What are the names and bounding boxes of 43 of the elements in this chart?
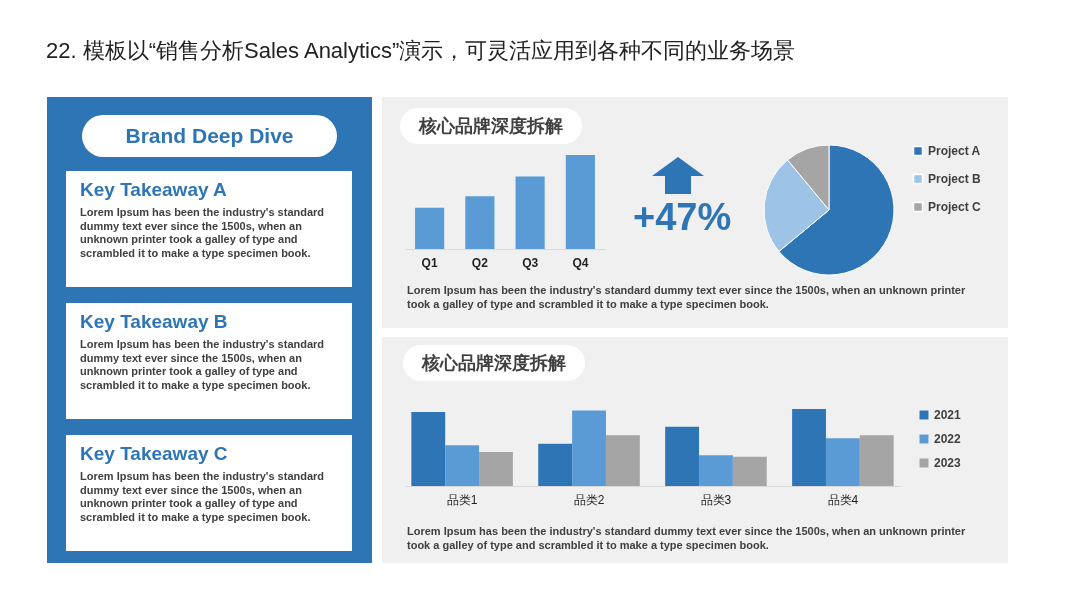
- text: Key Takeaway B: [80, 311, 229, 333]
- bar: [415, 207, 445, 249]
- text: Brand Deep Dive: [82, 115, 337, 157]
- legend-label: Project C: [928, 200, 982, 214]
- x-tick-label: 品类3: [700, 492, 732, 507]
- chart-title: 核心品牌深度拆解: [403, 345, 585, 381]
- legend-label: Project A: [928, 144, 981, 158]
- text: Lorem Ipsum has been the industry's standard dummy text ever since the 1500s, when an unknown printer took a galley of type and scrambled it to make a type specimen book.: [80, 470, 326, 525]
- bar: [538, 443, 573, 486]
- bar: [699, 455, 733, 486]
- x-tick-label: Q1: [421, 255, 438, 270]
- bar: [605, 435, 640, 486]
- x-tick-label: 品类1: [446, 492, 478, 507]
- bar: [445, 445, 480, 486]
- text: Lorem Ipsum has been the industry's standard dummy text ever since the 1500s, when an unknown printer took a galley of type and scrambled it to make a type specimen book.: [407, 283, 967, 311]
- legend-label: 2021: [934, 408, 962, 422]
- bar: [572, 410, 606, 486]
- text: Lorem Ipsum has been the industry's standard dummy text ever since the 1500s, when an unknown printer took a galley of type and scrambled it to make a type specimen book.: [407, 524, 967, 552]
- bar: [665, 426, 700, 486]
- text: Key Takeaway A: [80, 179, 228, 201]
- legend-label: 2022: [934, 432, 962, 446]
- bar: [792, 409, 826, 486]
- bar: [732, 456, 767, 486]
- x-tick-label: Q2: [471, 255, 489, 270]
- text: Lorem Ipsum has been the industry's standard dummy text ever since the 1500s, when an unknown printer took a galley of type and scrambled it to make a type specimen book.: [80, 338, 326, 393]
- text: 22. 模板以“销售分析Sales Analytics”演示，可灵活应用到各种不同的业务场景: [46, 37, 796, 65]
- x-tick-label: 品类2: [573, 492, 605, 507]
- legend-label: Project B: [928, 172, 982, 186]
- bar: [515, 176, 545, 249]
- chart-title: 核心品牌深度拆解: [400, 108, 582, 144]
- legend-label: 2023: [934, 456, 962, 470]
- text: +47%: [633, 196, 732, 239]
- text: Lorem Ipsum has been the industry's standard dummy text ever since the 1500s, when an unknown printer took a galley of type and scrambled it to make a type specimen book.: [80, 206, 326, 261]
- bar: [859, 435, 894, 486]
- bar: [411, 412, 446, 486]
- text: Key Takeaway C: [80, 443, 229, 465]
- x-tick-label: Q3: [522, 255, 539, 270]
- bar: [465, 196, 495, 249]
- bar: [565, 155, 595, 249]
- bar: [479, 452, 513, 486]
- x-tick-label: Q4: [572, 255, 589, 270]
- bar: [825, 438, 860, 486]
- x-tick-label: 品类4: [827, 492, 859, 507]
